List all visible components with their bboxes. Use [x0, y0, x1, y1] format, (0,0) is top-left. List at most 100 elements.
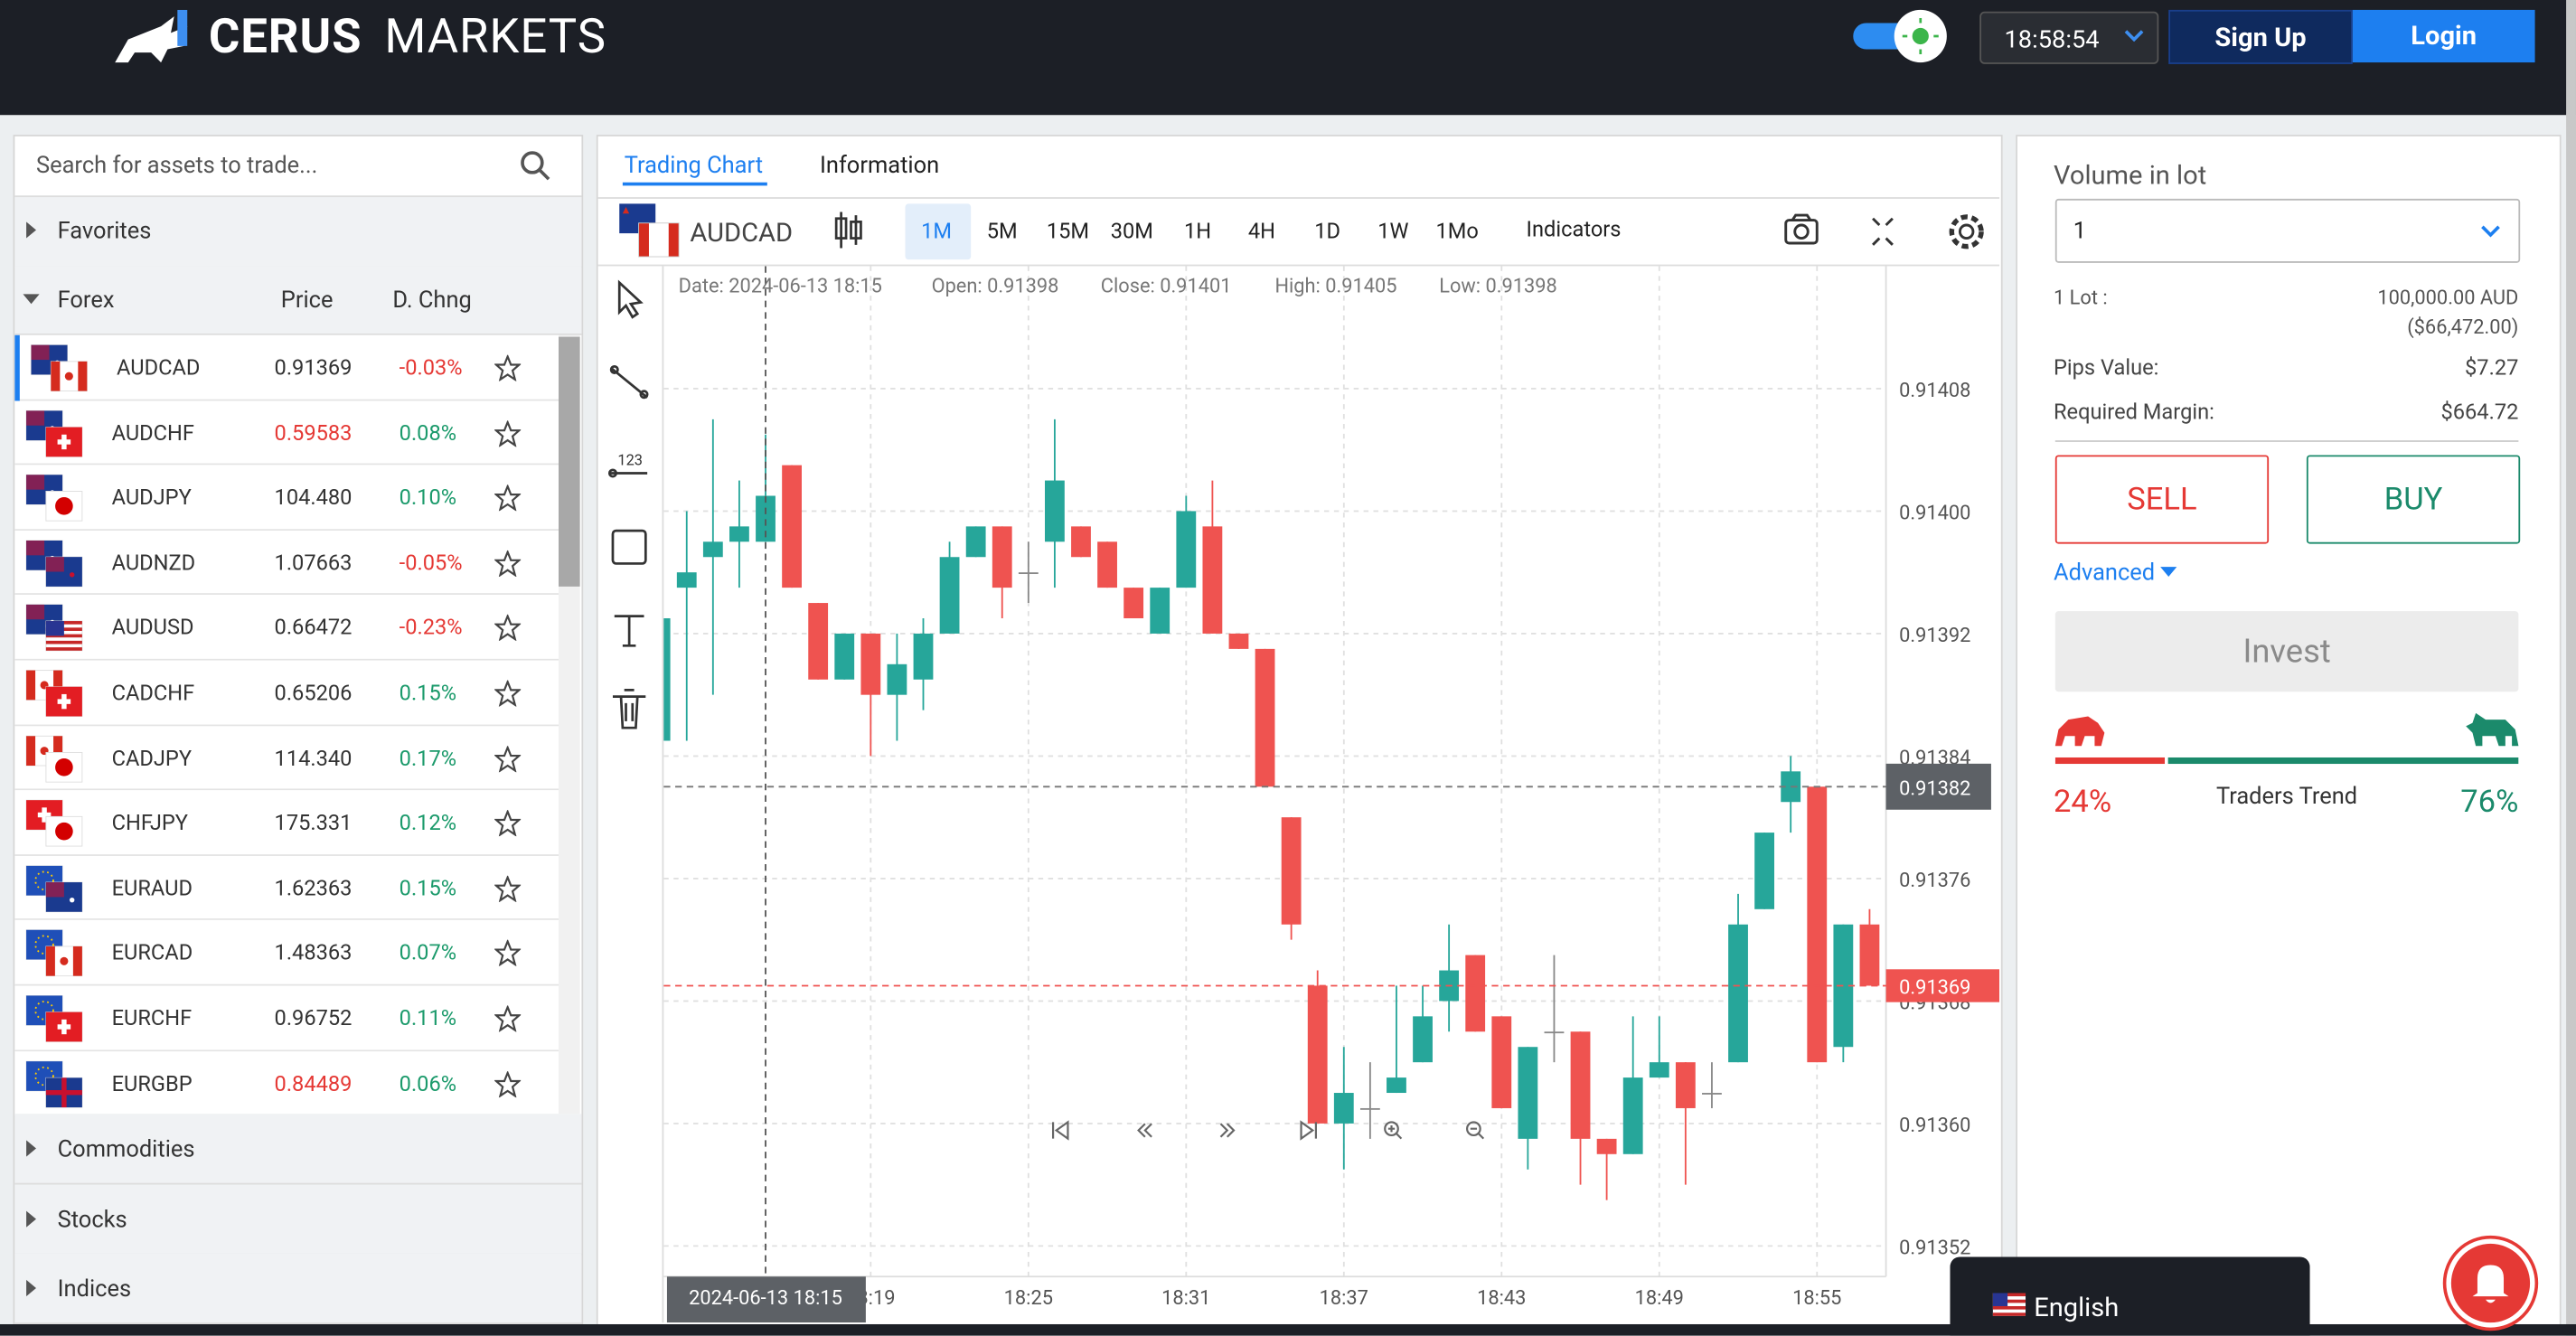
- group-name[interactable]: Forex: [57, 287, 115, 315]
- candle-body: [1359, 1107, 1380, 1110]
- asset-row[interactable]: [14, 530, 559, 596]
- tab[interactable]: Information: [819, 153, 940, 180]
- candle-body: [992, 526, 1012, 588]
- ohlc-info: Open: 0.91398: [932, 276, 1059, 298]
- asset-change: 0.07%: [399, 942, 457, 967]
- asset-row[interactable]: [14, 334, 559, 400]
- indicators-button[interactable]: Indicators: [1526, 218, 1622, 244]
- asset-name[interactable]: EURCAD: [111, 942, 193, 967]
- drawing-tools[interactable]: 123: [598, 266, 664, 758]
- y-tick-label: 0.91376: [1899, 870, 1970, 892]
- x-tick-label: 18:43: [1477, 1287, 1526, 1310]
- favorite-star[interactable]: [494, 745, 522, 772]
- candle-body: [1176, 511, 1197, 588]
- ohlc-info: Date: 2024-06-13 18:15: [679, 276, 882, 298]
- favorite-star[interactable]: [494, 419, 522, 447]
- favorite-star[interactable]: [494, 940, 522, 967]
- candle-body: [939, 557, 960, 634]
- asset-name[interactable]: EURAUD: [111, 877, 193, 902]
- asset-name[interactable]: EURCHF: [111, 1007, 193, 1032]
- candle-body: [663, 617, 671, 741]
- candle-body: [1307, 985, 1328, 1124]
- favorite-star[interactable]: [494, 875, 522, 902]
- interval-button[interactable]: 5M: [986, 220, 1018, 245]
- group-name[interactable]: Stocks: [57, 1207, 127, 1234]
- pair-flag: [25, 800, 83, 847]
- theme-toggle[interactable]: [1850, 6, 1952, 65]
- symbol[interactable]: AUDCAD: [690, 216, 794, 249]
- asset-price: 175.331: [274, 812, 353, 837]
- favorites-row[interactable]: [14, 195, 582, 268]
- asset-row[interactable]: [14, 725, 559, 791]
- chart-navigation[interactable]: [1051, 1120, 1485, 1141]
- favorite-star[interactable]: [494, 615, 522, 642]
- search-input[interactable]: Search for assets to trade...: [35, 153, 318, 180]
- x-tick-label: 18:25: [1004, 1287, 1053, 1310]
- clock: 18:58:54: [2004, 24, 2100, 54]
- group-row[interactable]: [14, 1253, 582, 1324]
- pair-flag: [25, 475, 83, 522]
- favorite-star[interactable]: [494, 680, 522, 707]
- interval-button[interactable]: 1M: [921, 220, 952, 245]
- asset-name[interactable]: CHFJPY: [111, 812, 189, 837]
- asset-row[interactable]: [14, 790, 559, 856]
- group-row[interactable]: [14, 1183, 582, 1255]
- asset-name[interactable]: AUDCHF: [111, 421, 194, 447]
- asset-name[interactable]: AUDJPY: [111, 486, 192, 512]
- favorite-star[interactable]: [494, 550, 522, 577]
- candle-body: [860, 633, 881, 695]
- y-tick-label: 0.91360: [1899, 1115, 1970, 1137]
- asset-name[interactable]: CADJPY: [111, 747, 193, 772]
- favorite-star[interactable]: [494, 810, 522, 837]
- selected-indicator: [14, 334, 20, 400]
- interval-button[interactable]: 1H: [1183, 220, 1212, 245]
- interval-button[interactable]: 1D: [1314, 220, 1341, 245]
- interval-button[interactable]: 30M: [1110, 220, 1153, 245]
- asset-row[interactable]: [14, 920, 559, 986]
- favorites[interactable]: Favorites: [57, 218, 152, 245]
- notification-button[interactable]: [2441, 1234, 2540, 1332]
- sign-up-button[interactable]: Sign Up: [2168, 9, 2353, 64]
- advanced-toggle[interactable]: Advanced: [2054, 560, 2156, 587]
- clock-box[interactable]: [1979, 11, 2159, 64]
- interval-button[interactable]: 4H: [1247, 220, 1275, 245]
- x-tick-label: 18:31: [1161, 1287, 1210, 1310]
- flag-us: [1992, 1293, 2026, 1316]
- asset-name[interactable]: AUDNZD: [111, 551, 196, 577]
- asset-row[interactable]: [14, 595, 559, 661]
- group-name[interactable]: Indices: [57, 1276, 132, 1303]
- group-row[interactable]: [14, 1114, 582, 1185]
- asset-row[interactable]: [14, 985, 559, 1051]
- asset-name[interactable]: CADCHF: [111, 682, 195, 707]
- tab[interactable]: Trading Chart: [624, 153, 764, 180]
- pair-flag: [25, 605, 83, 652]
- buy-button[interactable]: BUY: [2306, 455, 2521, 544]
- sell-button[interactable]: SELL: [2054, 455, 2270, 544]
- asset-row[interactable]: [14, 855, 559, 921]
- favorite-star[interactable]: [494, 485, 522, 512]
- brand: MARKETS: [384, 9, 606, 66]
- asset-row[interactable]: [14, 400, 559, 466]
- forex-header[interactable]: [14, 266, 582, 335]
- interval-button[interactable]: 1W: [1377, 220, 1409, 245]
- interval-button[interactable]: 15M: [1046, 220, 1090, 245]
- asset-row[interactable]: [14, 660, 559, 726]
- asset-row[interactable]: [14, 465, 559, 531]
- favorite-star[interactable]: [494, 354, 522, 381]
- asset-price: 1.48363: [274, 942, 353, 967]
- invest-button[interactable]: Invest: [2054, 611, 2519, 692]
- login-button[interactable]: Login: [2352, 9, 2535, 63]
- search-icon[interactable]: [519, 149, 551, 182]
- volume-select[interactable]: [2054, 198, 2521, 263]
- favorite-star[interactable]: [494, 1070, 522, 1097]
- asset-name[interactable]: AUDCAD: [117, 356, 201, 381]
- candle-body: [729, 526, 749, 542]
- asset-name[interactable]: EURGBP: [111, 1072, 193, 1097]
- language[interactable]: English: [2034, 1291, 2120, 1323]
- group-name[interactable]: Commodities: [57, 1136, 195, 1163]
- divider: [597, 197, 2000, 199]
- favorite-star[interactable]: [494, 1005, 522, 1032]
- asset-name[interactable]: AUDUSD: [111, 616, 194, 642]
- asset-change: -0.23%: [399, 616, 463, 642]
- interval-button[interactable]: 1Mo: [1435, 220, 1479, 245]
